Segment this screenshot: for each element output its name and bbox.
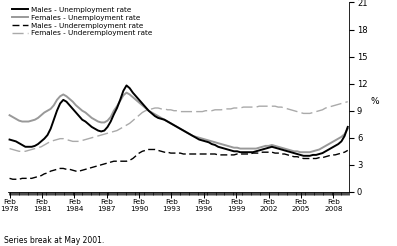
Text: Series break at May 2001.: Series break at May 2001.	[4, 236, 104, 245]
Y-axis label: %: %	[370, 97, 379, 106]
Legend: Males - Unemployment rate, Females - Unemployment rate, Males - Underemployment : Males - Unemployment rate, Females - Une…	[12, 6, 153, 37]
